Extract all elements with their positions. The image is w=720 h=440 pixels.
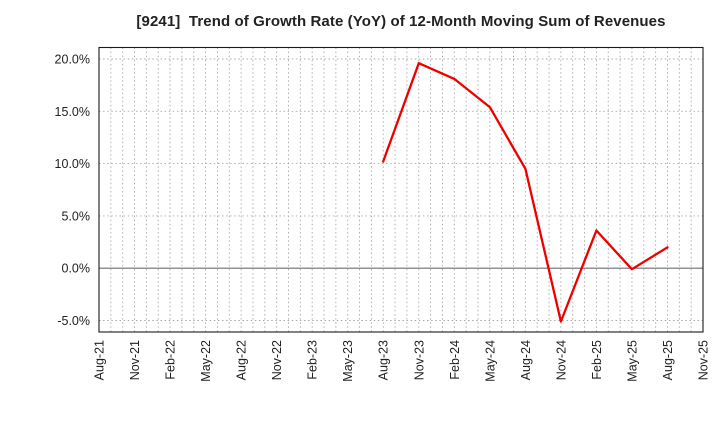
chart-title: [9241] Trend of Growth Rate (YoY) of 12-… bbox=[136, 13, 666, 30]
vertical-gridlines bbox=[110, 47, 692, 332]
x-tick-label: Feb-22 bbox=[164, 340, 178, 380]
y-tick-label: 0.0% bbox=[62, 262, 91, 276]
x-tick-label: Aug-21 bbox=[93, 340, 107, 380]
y-axis-tick-labels: 20.0% 15.0% 10.0% 5.0% 0.0% -5.0% bbox=[55, 53, 90, 328]
x-tick-label: May-22 bbox=[199, 340, 213, 382]
x-tick-label: Nov-21 bbox=[128, 340, 142, 380]
x-tick-label: Aug-22 bbox=[235, 340, 249, 380]
x-tick-label: Aug-23 bbox=[377, 340, 391, 380]
y-tick-label: 10.0% bbox=[55, 157, 90, 171]
x-tick-label: Nov-25 bbox=[697, 340, 711, 380]
x-tick-label: Feb-24 bbox=[448, 340, 462, 380]
x-tick-label: Nov-23 bbox=[412, 340, 426, 380]
x-tick-label: May-25 bbox=[625, 340, 639, 382]
x-tick-label: Feb-23 bbox=[306, 340, 320, 380]
x-tick-label: May-24 bbox=[483, 340, 497, 382]
x-tick-label: May-23 bbox=[341, 340, 355, 382]
x-axis-tick-labels: Aug-21 Nov-21 Feb-22 May-22 Aug-22 Nov-22 Feb-… bbox=[93, 340, 711, 382]
x-tick-label: Nov-22 bbox=[270, 340, 284, 380]
y-tick-label: 20.0% bbox=[55, 53, 90, 67]
x-tick-label: Aug-24 bbox=[519, 340, 533, 380]
plot-border bbox=[98, 46, 704, 333]
x-tick-label: Nov-24 bbox=[554, 340, 568, 380]
y-tick-label: -5.0% bbox=[57, 314, 90, 328]
series-line-growth-rate bbox=[382, 62, 669, 323]
horizontal-gridlines bbox=[99, 58, 703, 321]
x-tick-label: Aug-25 bbox=[661, 340, 675, 380]
y-tick-label: 15.0% bbox=[55, 105, 90, 119]
y-tick-label: 5.0% bbox=[62, 209, 91, 223]
x-tick-label: Feb-25 bbox=[590, 340, 604, 380]
